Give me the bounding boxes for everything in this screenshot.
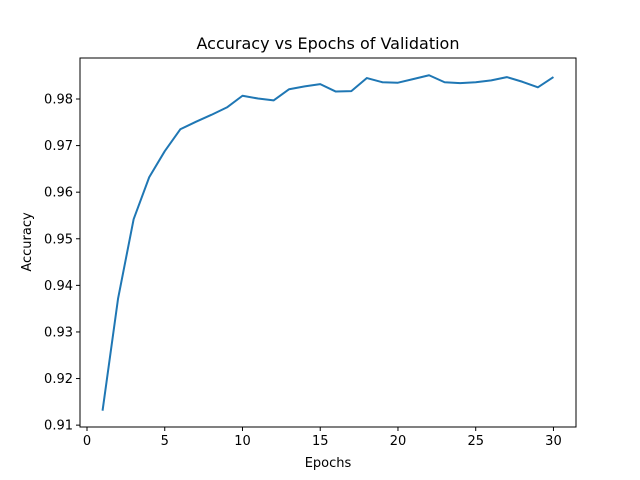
x-tick-label: 0 xyxy=(83,434,91,449)
y-tick-label: 0.92 xyxy=(44,372,73,387)
x-tick-label: 5 xyxy=(161,434,169,449)
plot-frame xyxy=(79,57,577,428)
x-tick-label: 10 xyxy=(234,434,251,449)
series-line xyxy=(101,74,555,411)
x-tick-label: 20 xyxy=(390,434,407,449)
y-tick-label: 0.95 xyxy=(44,232,73,247)
x-tick-label: 15 xyxy=(312,434,329,449)
y-tick-label: 0.97 xyxy=(44,139,73,154)
x-tick-label: 30 xyxy=(545,434,562,449)
y-tick-label: 0.93 xyxy=(44,325,73,340)
y-tick-label: 0.91 xyxy=(44,419,73,434)
y-axis-ticks: 0.91 0.92 0.93 0.94 0.95 0.96 0.97 0.98 xyxy=(44,93,80,434)
x-axis-label: Epochs xyxy=(305,456,352,471)
y-tick-label: 0.94 xyxy=(44,279,73,294)
x-tick-label: 25 xyxy=(467,434,484,449)
y-tick-label: 0.96 xyxy=(44,186,73,201)
chart-title: Accuracy vs Epochs of Validation xyxy=(197,34,460,53)
x-axis-ticks: 0 5 10 15 20 25 30 xyxy=(83,427,562,449)
y-tick-label: 0.98 xyxy=(44,93,73,108)
y-axis-label: Accuracy xyxy=(20,212,35,272)
